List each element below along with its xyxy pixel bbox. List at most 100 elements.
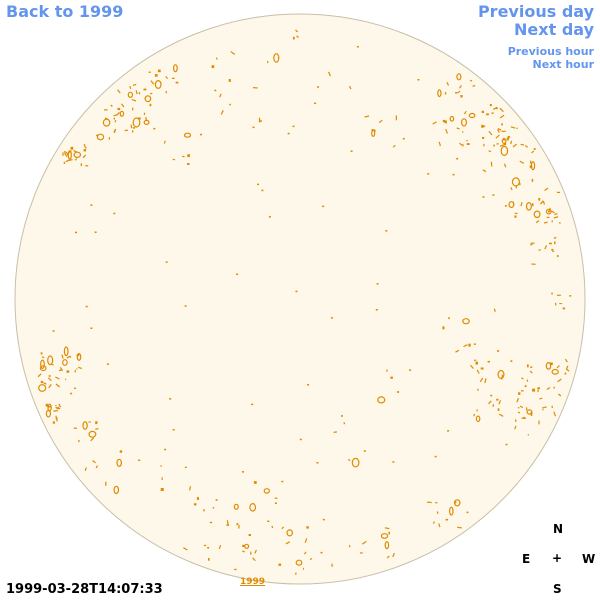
feature-mark	[183, 547, 188, 551]
feature-mark	[83, 149, 87, 152]
compass-south: S	[553, 582, 562, 596]
feature-mark	[466, 143, 470, 145]
feature-mark	[187, 163, 190, 165]
feature-mark	[212, 507, 215, 509]
feature-mark	[160, 465, 162, 467]
feature-mark	[295, 290, 298, 293]
year-link[interactable]: 1999	[240, 577, 266, 587]
feature-mark	[228, 103, 232, 106]
feature-mark	[545, 362, 552, 370]
feature-mark	[320, 551, 323, 554]
feature-mark	[75, 231, 77, 234]
feature-mark	[521, 390, 524, 392]
feature-mark	[55, 383, 60, 388]
feature-mark	[328, 71, 331, 77]
feature-mark	[363, 450, 366, 452]
feature-mark	[551, 292, 553, 295]
feature-mark	[449, 115, 455, 122]
feature-mark	[434, 455, 437, 458]
feature-mark	[456, 127, 460, 130]
feature-mark	[470, 364, 474, 369]
feature-mark	[380, 533, 389, 539]
next-hour-link[interactable]: Next hour	[532, 58, 595, 71]
feature-mark	[548, 210, 550, 213]
feature-mark	[135, 90, 138, 95]
feature-mark	[154, 74, 158, 77]
feature-mark	[70, 146, 74, 150]
feature-mark	[286, 529, 294, 537]
feature-mark	[150, 92, 153, 95]
feature-mark	[207, 547, 210, 549]
feature-mark	[438, 523, 441, 528]
feature-mark	[55, 405, 57, 407]
feature-mark	[154, 79, 162, 89]
feature-mark	[238, 525, 240, 529]
feature-mark	[267, 520, 270, 522]
feature-mark	[248, 534, 251, 536]
feature-mark	[48, 375, 51, 377]
feature-mark	[254, 549, 257, 554]
feature-mark	[525, 202, 532, 211]
compass-center: +	[552, 551, 563, 565]
compass-north: N	[553, 522, 564, 536]
feature-mark	[220, 110, 224, 115]
previous-hour-link[interactable]: Previous hour	[507, 45, 594, 58]
feature-mark	[62, 359, 68, 366]
feature-mark	[456, 158, 459, 160]
feature-mark	[172, 77, 175, 79]
feature-mark	[316, 462, 319, 464]
feature-mark	[468, 112, 476, 119]
feature-mark	[531, 203, 534, 207]
feature-mark	[392, 552, 395, 558]
feature-mark	[165, 90, 168, 94]
feature-mark	[40, 352, 43, 355]
feature-mark	[530, 366, 533, 368]
feature-mark	[377, 396, 386, 404]
feature-mark	[562, 307, 566, 310]
feature-mark	[530, 243, 533, 246]
feature-mark	[263, 488, 270, 494]
feature-mark	[149, 103, 152, 107]
feature-mark	[510, 360, 513, 362]
feature-mark	[545, 208, 552, 215]
feature-mark	[113, 212, 116, 215]
back-to-year-link[interactable]: Back to 1999	[6, 2, 124, 21]
feature-mark	[96, 133, 105, 141]
feature-mark	[505, 443, 508, 446]
feature-mark	[469, 79, 473, 82]
feature-mark	[66, 153, 70, 157]
feature-mark	[506, 137, 509, 141]
feature-mark	[40, 359, 45, 370]
feature-mark	[39, 365, 47, 372]
feature-mark	[565, 368, 570, 372]
feature-mark	[530, 413, 533, 416]
feature-mark	[59, 367, 63, 370]
feature-mark	[292, 125, 295, 128]
feature-mark	[483, 143, 485, 147]
feature-mark	[442, 120, 445, 123]
feature-mark	[80, 163, 82, 166]
feature-mark	[172, 429, 175, 431]
feature-mark	[526, 409, 533, 415]
feature-mark	[278, 563, 282, 566]
feature-mark	[386, 555, 390, 559]
feature-mark	[314, 102, 317, 104]
feature-mark	[533, 210, 541, 219]
feature-mark	[292, 36, 295, 40]
feature-mark	[306, 526, 309, 529]
feature-mark	[169, 398, 172, 400]
feature-mark	[37, 373, 42, 378]
feature-mark	[549, 207, 551, 212]
feature-mark	[65, 378, 67, 380]
feature-mark	[510, 187, 513, 191]
previous-day-link[interactable]: Previous day	[477, 2, 594, 21]
next-day-link[interactable]: Next day	[514, 20, 594, 39]
feature-mark	[143, 88, 147, 91]
feature-mark	[493, 308, 496, 312]
feature-mark	[456, 73, 462, 81]
feature-mark	[435, 502, 438, 504]
feature-mark	[553, 386, 555, 389]
feature-mark	[482, 125, 484, 128]
feature-mark	[432, 121, 437, 125]
feature-mark	[552, 250, 555, 252]
